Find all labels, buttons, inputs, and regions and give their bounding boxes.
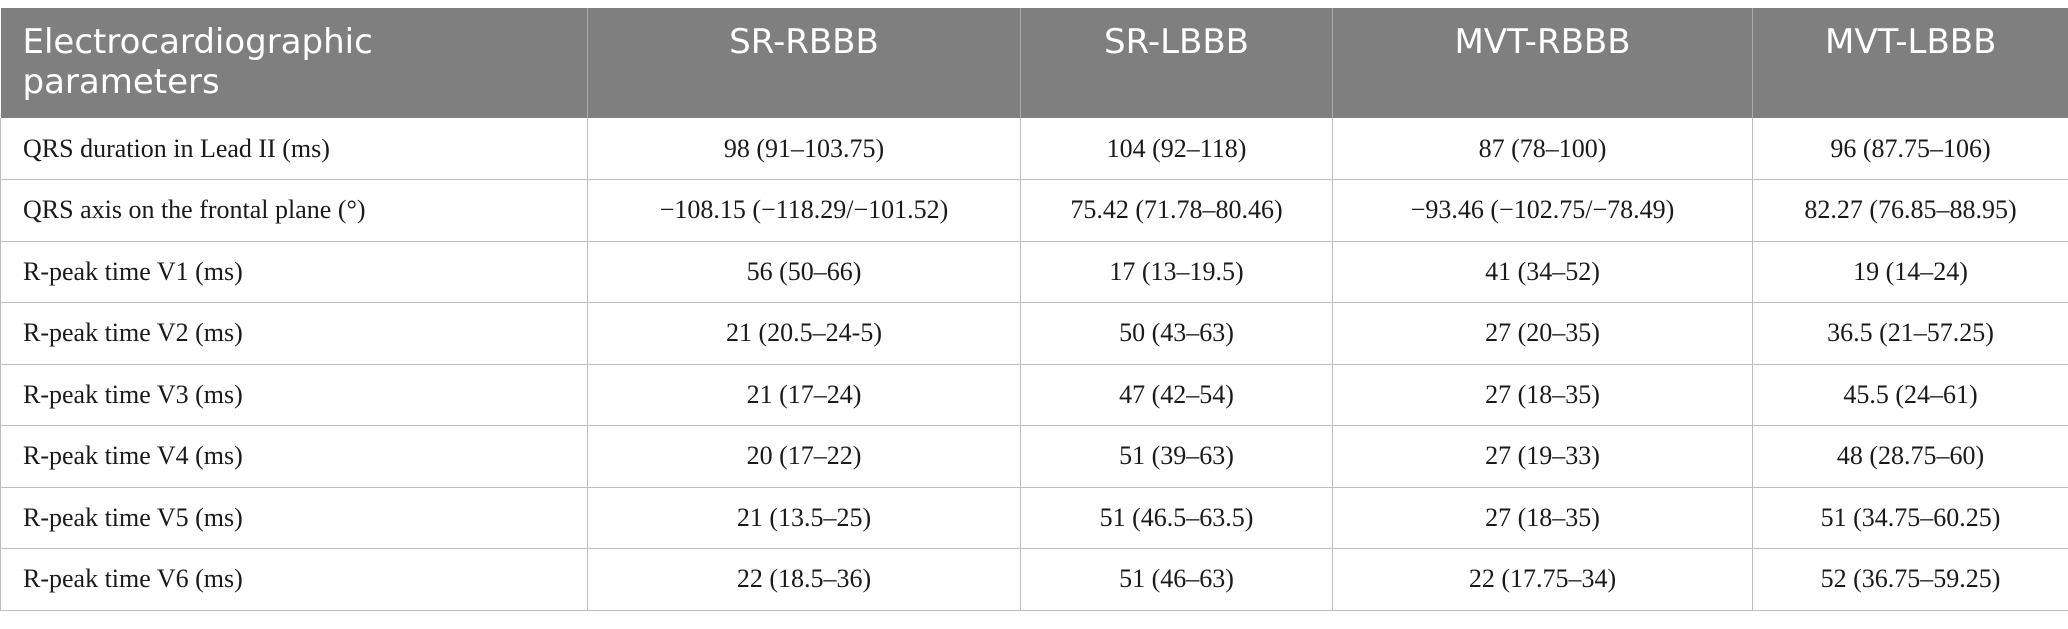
row-label: R-peak time V4 (ms)	[0, 425, 588, 488]
cell-sr-lbbb: 75.42 (71.78–80.46)	[1020, 179, 1333, 242]
cell-sr-lbbb: 50 (43–63)	[1020, 302, 1333, 365]
cell-mvt-rbbb: 22 (17.75–34)	[1332, 548, 1753, 611]
cell-mvt-rbbb: 27 (20–35)	[1332, 302, 1753, 365]
cell-sr-rbbb: 21 (17–24)	[587, 364, 1021, 426]
cell-sr-rbbb: 22 (18.5–36)	[587, 548, 1021, 611]
cell-mvt-lbbb: 19 (14–24)	[1752, 241, 2068, 303]
row-label: R-peak time V3 (ms)	[0, 364, 588, 426]
column-header-sr-lbbb: SR-LBBB	[1020, 8, 1333, 118]
cell-sr-lbbb: 51 (46.5–63.5)	[1020, 487, 1333, 549]
cell-sr-rbbb: 98 (91–103.75)	[587, 118, 1021, 180]
table-row: QRS axis on the frontal plane (°) −108.1…	[0, 179, 2068, 242]
table-header: Electrocardiographic parameters SR-RBBB …	[0, 8, 2068, 118]
cell-mvt-lbbb: 82.27 (76.85–88.95)	[1752, 179, 2068, 242]
cell-mvt-rbbb: 27 (18–35)	[1332, 364, 1753, 426]
cell-mvt-rbbb: 87 (78–100)	[1332, 118, 1753, 180]
cell-sr-rbbb: 21 (20.5–24-5)	[587, 302, 1021, 365]
table-body: QRS duration in Lead II (ms) 98 (91–103.…	[0, 118, 2068, 611]
table-row: QRS duration in Lead II (ms) 98 (91–103.…	[0, 118, 2068, 180]
row-label: R-peak time V6 (ms)	[0, 548, 588, 611]
cell-sr-rbbb: 21 (13.5–25)	[587, 487, 1021, 549]
cell-mvt-lbbb: 36.5 (21–57.25)	[1752, 302, 2068, 365]
cell-sr-rbbb: 56 (50–66)	[587, 241, 1021, 303]
cell-mvt-lbbb: 52 (36.75–59.25)	[1752, 548, 2068, 611]
table-row: R-peak time V4 (ms) 20 (17–22) 51 (39–63…	[0, 425, 2068, 488]
column-header-mvt-lbbb: MVT-LBBB	[1752, 8, 2068, 118]
cell-sr-lbbb: 47 (42–54)	[1020, 364, 1333, 426]
cell-sr-lbbb: 51 (46–63)	[1020, 548, 1333, 611]
row-label: R-peak time V2 (ms)	[0, 302, 588, 365]
table-row: R-peak time V5 (ms) 21 (13.5–25) 51 (46.…	[0, 487, 2068, 549]
row-label: QRS duration in Lead II (ms)	[0, 118, 588, 180]
cell-mvt-lbbb: 96 (87.75–106)	[1752, 118, 2068, 180]
cell-sr-rbbb: −108.15 (−118.29/−101.52)	[587, 179, 1021, 242]
cell-mvt-rbbb: 27 (19–33)	[1332, 425, 1753, 488]
cell-sr-rbbb: 20 (17–22)	[587, 425, 1021, 488]
cell-mvt-lbbb: 45.5 (24–61)	[1752, 364, 2068, 426]
table-row: R-peak time V1 (ms) 56 (50–66) 17 (13–19…	[0, 241, 2068, 303]
cell-sr-lbbb: 51 (39–63)	[1020, 425, 1333, 488]
row-label: R-peak time V1 (ms)	[0, 241, 588, 303]
column-header-parameters: Electrocardiographic parameters	[0, 8, 588, 118]
row-label: R-peak time V5 (ms)	[0, 487, 588, 549]
column-header-mvt-rbbb: MVT-RBBB	[1332, 8, 1753, 118]
cell-mvt-rbbb: −93.46 (−102.75/−78.49)	[1332, 179, 1753, 242]
table-row: R-peak time V2 (ms) 21 (20.5–24-5) 50 (4…	[0, 302, 2068, 365]
cell-mvt-lbbb: 51 (34.75–60.25)	[1752, 487, 2068, 549]
table-row: R-peak time V6 (ms) 22 (18.5–36) 51 (46–…	[0, 548, 2068, 611]
cell-mvt-rbbb: 27 (18–35)	[1332, 487, 1753, 549]
cell-mvt-rbbb: 41 (34–52)	[1332, 241, 1753, 303]
column-header-sr-rbbb: SR-RBBB	[587, 8, 1021, 118]
table-row: R-peak time V3 (ms) 21 (17–24) 47 (42–54…	[0, 364, 2068, 426]
header-row: Electrocardiographic parameters SR-RBBB …	[0, 8, 2068, 118]
table-container: Electrocardiographic parameters SR-RBBB …	[0, 8, 2068, 611]
cell-sr-lbbb: 104 (92–118)	[1020, 118, 1333, 180]
row-label: QRS axis on the frontal plane (°)	[0, 179, 588, 242]
cell-sr-lbbb: 17 (13–19.5)	[1020, 241, 1333, 303]
cell-mvt-lbbb: 48 (28.75–60)	[1752, 425, 2068, 488]
ecg-parameters-table: Electrocardiographic parameters SR-RBBB …	[0, 8, 2068, 611]
